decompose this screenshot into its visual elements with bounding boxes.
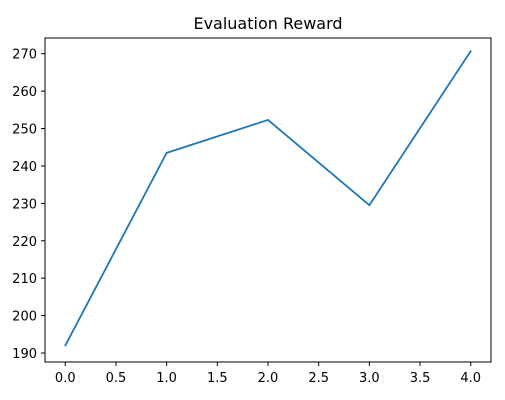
chart-title: Evaluation Reward (193, 14, 342, 33)
data-point (469, 50, 472, 52)
x-tick-label: 2.5 (308, 371, 329, 386)
x-tick-label: 3.5 (410, 371, 431, 386)
series-layer (64, 50, 472, 347)
x-tick-label: 0.0 (55, 371, 76, 386)
y-tick-label: 200 (12, 310, 37, 325)
y-axis: 190 200 210 220 230 240 250 260 270 (12, 48, 45, 362)
x-tick-label: 2.0 (258, 371, 279, 386)
x-tick-label: 4.0 (460, 371, 481, 386)
x-tick-label: 3.0 (359, 371, 380, 386)
plot-area (44, 37, 492, 363)
data-point (64, 344, 67, 347)
y-tick-label: 270 (12, 48, 37, 63)
y-tick-label: 220 (12, 235, 37, 250)
y-tick-label: 210 (12, 272, 37, 287)
x-tick-label: 1.5 (207, 371, 228, 386)
x-tick-label: 1.0 (156, 371, 177, 386)
y-tick-label: 260 (12, 85, 37, 100)
y-tick-label: 240 (12, 160, 37, 175)
data-point (165, 151, 168, 154)
data-point (267, 119, 269, 121)
x-axis: 0.0 0.5 1.0 1.5 2.0 2.5 3.0 3.5 4.0 (55, 362, 481, 386)
y-tick-label: 190 (12, 347, 37, 362)
data-point (368, 204, 371, 207)
x-tick-label: 0.5 (106, 371, 127, 386)
y-tick-label: 230 (12, 197, 37, 212)
y-tick-label: 250 (12, 123, 37, 138)
